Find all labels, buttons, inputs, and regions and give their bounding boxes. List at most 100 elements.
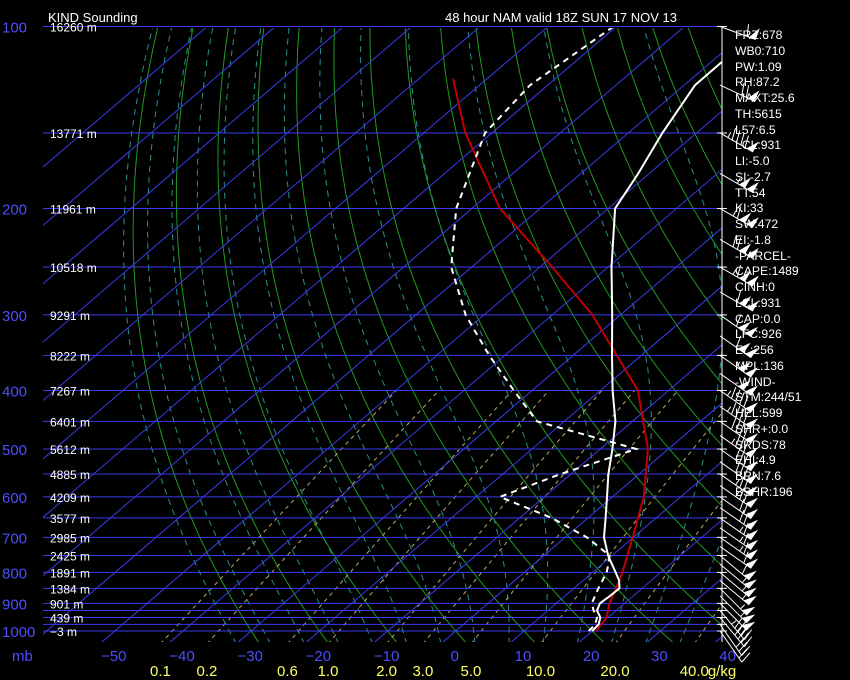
wind-barb (719, 546, 759, 569)
wind-barb-feather (731, 402, 737, 415)
height-label: 16260 m (50, 21, 97, 35)
wind-barb-feather (745, 85, 750, 98)
height-label: 2425 m (50, 549, 90, 563)
isotherm (43, 28, 411, 343)
wind-barb-flag (745, 347, 759, 358)
height-label: 11961 m (50, 202, 96, 216)
wind-barb-flag (739, 212, 752, 223)
wind-barb-staff (719, 238, 754, 259)
wind-barb-half-feather (732, 210, 737, 217)
pressure-tick-label: 1000 (2, 624, 35, 641)
index-item: HEL:599 (735, 406, 783, 420)
index-item: -WIND- (735, 374, 776, 389)
wind-barb-feather (744, 135, 749, 148)
wind-barb-feather (734, 617, 743, 629)
temperature-trace (591, 60, 722, 632)
pressure-tick-label: 600 (2, 490, 27, 507)
wind-barb-half-feather (732, 269, 737, 275)
wind-barb-feather (739, 408, 745, 421)
wind-barb-flag (743, 579, 757, 589)
parcel-trace (452, 78, 649, 632)
wind-barb (719, 314, 759, 338)
isotherm (43, 28, 479, 402)
index-item: BSHR:196 (735, 484, 793, 499)
wind-barb-half-feather (735, 479, 740, 486)
wind-barb-half-feather (739, 545, 744, 552)
wind-barb-feather (735, 420, 741, 433)
wind-barb-flag (743, 587, 757, 597)
wind-barb-feather (732, 234, 737, 248)
wind-barb-staff (719, 546, 752, 569)
isotherm (43, 52, 722, 635)
wind-barb-half-feather (736, 177, 741, 184)
index-item: SRDS:78 (735, 437, 786, 452)
index-item: SW:472 (735, 217, 779, 231)
mixing-ratio-line (387, 390, 603, 642)
dry-adiabat (175, 28, 328, 642)
wind-barb-flag (738, 321, 751, 332)
dewpoint-trace (450, 28, 640, 632)
wind-barb (719, 624, 751, 656)
height-label: 2985 m (50, 531, 90, 545)
wind-barb-half-feather (727, 132, 732, 138)
wind-barb-flag (741, 606, 756, 616)
wind-barb (719, 536, 759, 560)
index-item: TH:5615 (735, 106, 782, 121)
mixing-ratio-label: 0.2 (197, 663, 218, 680)
isotherm (43, 28, 616, 518)
wind-barb (719, 572, 757, 598)
pressure-tick-label: 400 (2, 383, 27, 400)
isotherm (169, 168, 722, 642)
dry-adiabat (132, 28, 259, 642)
mixing-ratio-label: 0.6 (277, 663, 298, 680)
moist-adiabat (643, 28, 722, 642)
wind-barb-flag (743, 570, 757, 580)
temperature-tick-label: 0 (451, 648, 459, 665)
wind-barb-flag (745, 433, 759, 444)
index-item: TT:54 (735, 185, 766, 200)
index-item: LCL:931 (735, 295, 782, 310)
wind-barb-feather (736, 265, 742, 278)
isotherm (43, 28, 207, 168)
height-label: 6401 m (50, 415, 90, 429)
wind-barb-half-feather (741, 577, 747, 584)
wind-barb-feather (736, 290, 742, 303)
wind-barb-feather (743, 453, 749, 466)
wind-barb (719, 580, 757, 606)
mixing-ratio-line (328, 390, 550, 642)
index-item: SI:-2.7 (735, 169, 771, 184)
wind-barb-feather (740, 632, 749, 644)
wind-barb-staff (719, 536, 752, 560)
height-label: 1891 m (50, 566, 90, 580)
wind-barb-flag (739, 177, 752, 188)
isotherm (43, 28, 684, 577)
isotherm (43, 28, 548, 460)
pressure-tick-label: 900 (2, 596, 27, 613)
wind-barb (719, 234, 759, 259)
wind-barb-staff (719, 507, 752, 530)
moist-adiabat (171, 28, 305, 642)
wind-barb-flag (745, 447, 759, 458)
wind-barb-staff (719, 314, 752, 338)
wind-barb (719, 386, 759, 413)
temperature-tick-label: 30 (651, 648, 668, 665)
moist-adiabat (543, 28, 652, 642)
isotherm (305, 285, 722, 642)
dry-adiabat (257, 28, 467, 642)
index-item: LFC:926 (735, 327, 782, 342)
mixing-ratio-label: 1.0 (318, 663, 339, 680)
wind-barb-half-feather (731, 438, 736, 444)
wind-barb-flag (748, 90, 760, 102)
wind-barb-feather (741, 652, 751, 663)
wind-barb-feather (737, 621, 746, 633)
isotherm (43, 28, 343, 285)
index-item: RH:87.2 (735, 75, 780, 90)
wind-barb-feather (735, 335, 742, 348)
wind-barb-staff (719, 517, 752, 541)
wind-barb-staff (719, 335, 752, 359)
mixing-ratio-line (541, 412, 722, 642)
height-label: −3 m (50, 625, 77, 639)
mixing-ratio-line (615, 499, 722, 642)
wind-barb (719, 507, 759, 530)
